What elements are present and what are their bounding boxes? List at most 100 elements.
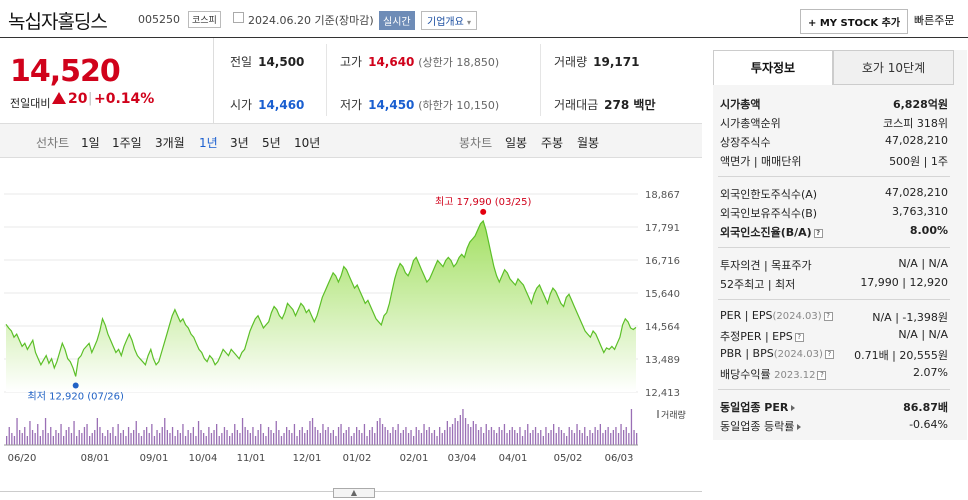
- help-icon[interactable]: ?: [817, 370, 827, 380]
- volume-bar: [223, 427, 226, 445]
- tab-invest-info[interactable]: 투자정보: [713, 50, 833, 85]
- volume-bar: [44, 418, 47, 445]
- volume-bar: [610, 433, 612, 445]
- help-icon[interactable]: ?: [824, 349, 834, 359]
- volume-bar: [78, 430, 80, 445]
- volume-bar: [249, 433, 251, 445]
- x-tick-label: 05/02: [554, 453, 583, 464]
- volume-bar: [133, 430, 135, 445]
- volume-bar: [101, 433, 104, 445]
- volume-bar: [164, 418, 166, 445]
- period-5y[interactable]: 5년: [262, 136, 281, 150]
- help-icon[interactable]: ?: [823, 311, 833, 321]
- volume-bar: [503, 424, 506, 445]
- period-3y[interactable]: 3년: [230, 136, 249, 150]
- x-tick-label: 02/01: [400, 453, 429, 464]
- period-1d[interactable]: 1일: [81, 136, 100, 150]
- volume-bar: [135, 421, 137, 445]
- volume-bar: [236, 430, 238, 445]
- period-3m[interactable]: 3개월: [155, 136, 185, 150]
- volume-bar: [493, 430, 495, 445]
- min-annotation: 최저 12,920 (07/26): [28, 390, 124, 402]
- volume-bar: [241, 418, 244, 445]
- volume-bar: [591, 433, 594, 445]
- add-my-stock-button[interactable]: + MY STOCK 추가: [800, 9, 909, 34]
- period-10y[interactable]: 10년: [294, 136, 321, 150]
- volume-bar: [231, 433, 233, 445]
- row-pbr: PBR | BPS(2024.03)? 0.71배 | 20,555원: [720, 347, 948, 362]
- volume-bar: [620, 424, 622, 445]
- volume-bar: [527, 424, 529, 445]
- volume-bar: [47, 433, 49, 445]
- stock-code: 005250: [138, 13, 180, 26]
- volume-bar: [490, 427, 493, 445]
- volume-bar: [143, 430, 145, 445]
- company-info-button[interactable]: 기업개요 ▾: [421, 11, 478, 30]
- price-area: [6, 220, 636, 392]
- volume-bar: [218, 436, 220, 445]
- current-price: 14,520: [10, 54, 121, 89]
- volume-bar: [584, 427, 586, 445]
- volume-bar: [293, 424, 296, 445]
- volume-bar: [571, 430, 573, 445]
- row-foreign-limit: 외국인한도주식수(A) 47,028,210: [720, 186, 948, 201]
- volume-bar: [37, 424, 39, 445]
- change-separator: |: [88, 91, 93, 106]
- period-1w[interactable]: 1주일: [112, 136, 142, 150]
- volume-bar: [260, 424, 262, 445]
- volume-bar: [330, 433, 332, 445]
- period-1y[interactable]: 1년: [199, 136, 218, 150]
- volume-bar: [327, 427, 329, 445]
- volume-bar: [50, 427, 52, 445]
- volume-bar: [229, 436, 231, 445]
- x-tick-label: 12/01: [293, 453, 322, 464]
- volume-bar: [226, 430, 228, 445]
- help-icon[interactable]: ?: [813, 228, 823, 238]
- volume-bar: [366, 436, 368, 445]
- price-chart[interactable]: 18,867 17,791 16,716 15,640 14,564 13,489 12,4…: [0, 160, 702, 470]
- volume-bar: [244, 427, 246, 445]
- realtime-button[interactable]: 실시간: [379, 11, 415, 30]
- volume-bar: [76, 436, 78, 445]
- tab-order-book[interactable]: 호가 10단계: [833, 50, 954, 85]
- y-tick-label: 15,640: [645, 289, 680, 300]
- volume-bar: [511, 427, 513, 445]
- volume-bar: [65, 430, 67, 445]
- volume-bar: [70, 433, 73, 445]
- y-tick-label: 13,489: [645, 355, 680, 366]
- collapse-chart-button[interactable]: ▲: [333, 488, 375, 498]
- volume-bar: [213, 430, 215, 445]
- volume-bar: [83, 427, 86, 445]
- volume-bar: [319, 433, 321, 445]
- row-sector-rate[interactable]: 동일업종 등락률 -0.64%: [720, 418, 948, 433]
- volume-bar: [86, 424, 88, 445]
- candle-daily[interactable]: 일봉: [505, 136, 528, 150]
- candle-monthly[interactable]: 월봉: [577, 136, 600, 150]
- row-sector-per[interactable]: 동일업종 PER 86.87배: [720, 401, 948, 414]
- volume-bar: [521, 436, 524, 445]
- quick-order-button[interactable]: 빠른주문: [914, 14, 955, 27]
- volume-bar: [301, 427, 303, 445]
- volume-bar: [477, 430, 480, 445]
- volume-bar: [410, 430, 412, 445]
- row-dividend: 배당수익률 2023.12? 2.07%: [720, 366, 948, 381]
- volume-bar: [148, 433, 150, 445]
- volume-bar: [11, 433, 13, 445]
- candle-weekly[interactable]: 주봉: [541, 136, 564, 150]
- volume-bar: [311, 418, 314, 445]
- chevron-down-icon: ▾: [467, 18, 472, 27]
- volume-bar: [537, 433, 539, 445]
- volume-bar: [402, 430, 404, 445]
- volume-bar: [558, 427, 560, 445]
- y-tick-label: 18,867: [645, 190, 680, 201]
- volume-bar: [451, 424, 454, 445]
- help-icon[interactable]: ?: [794, 332, 804, 342]
- volume-bar: [39, 436, 41, 445]
- y-tick-label: 17,791: [645, 223, 680, 234]
- volume-bar: [299, 430, 301, 445]
- volume-bar: [239, 433, 241, 445]
- row-opinion: 투자의견 | 목표주가 N/A | N/A: [720, 257, 948, 272]
- volume-bar: [439, 427, 441, 445]
- volume-bar: [278, 430, 280, 445]
- volume-bar: [553, 424, 555, 445]
